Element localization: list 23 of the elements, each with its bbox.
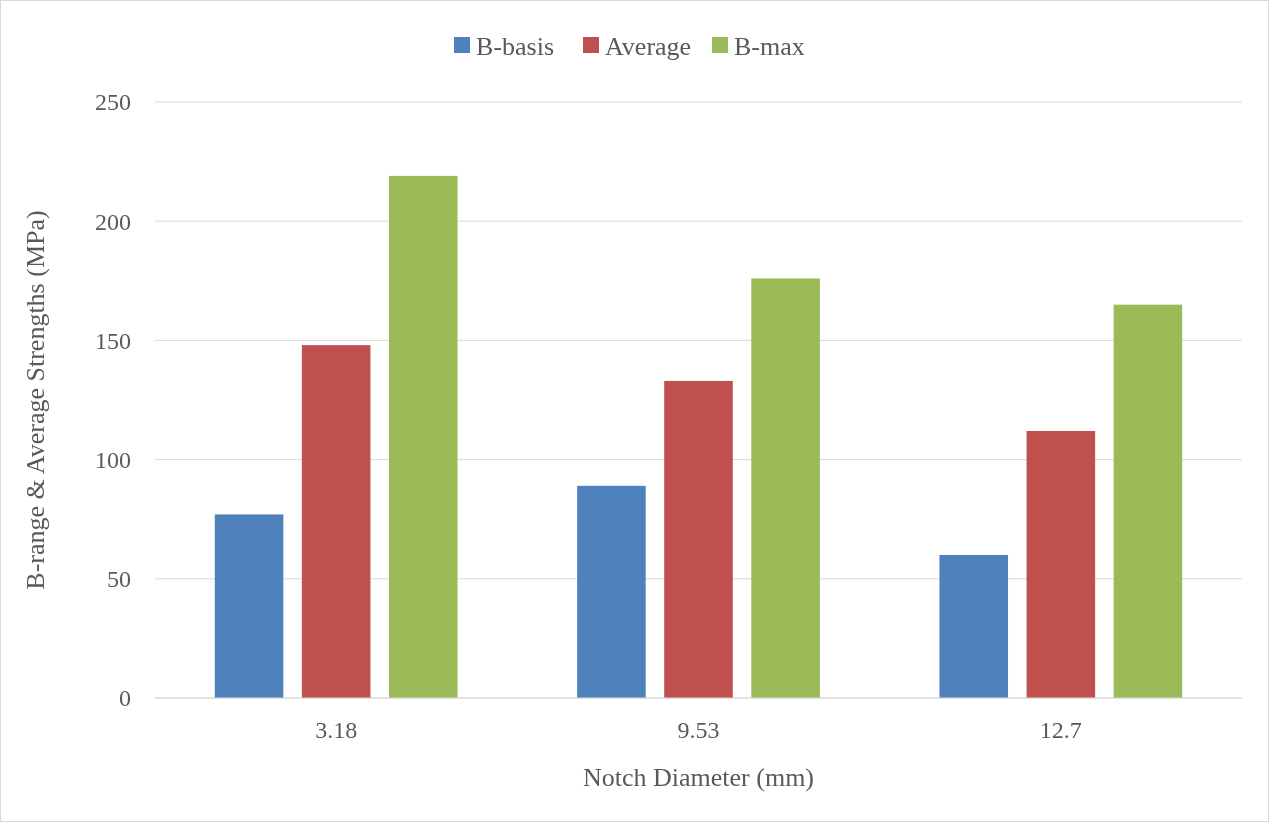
bar <box>577 485 646 698</box>
y-tick-label: 0 <box>119 685 131 712</box>
y-tick-label: 200 <box>95 208 131 235</box>
y-tick-label: 50 <box>107 566 131 593</box>
bar <box>301 345 371 698</box>
x-axis-title: Notch Diameter (mm) <box>582 763 815 792</box>
y-axis-title: B-range & Average Strengths (MPa) <box>21 210 50 590</box>
legend-label: B-basis <box>476 32 554 62</box>
y-tick-label: 150 <box>95 327 131 354</box>
bar <box>1113 304 1183 698</box>
bar <box>214 514 284 698</box>
bar <box>751 278 820 698</box>
x-tick-label: 3.18 <box>315 717 358 743</box>
x-tick-label: 9.53 <box>677 717 720 743</box>
bar <box>388 175 458 698</box>
y-tick-label: 250 <box>95 89 131 116</box>
bar <box>664 380 733 698</box>
bar <box>939 554 1009 698</box>
y-tick-label: 100 <box>95 447 131 473</box>
bar <box>1026 430 1096 698</box>
legend-label: Average <box>605 32 692 62</box>
x-tick-label: 12.7 <box>1039 717 1082 743</box>
legend-label: B-max <box>734 32 805 62</box>
